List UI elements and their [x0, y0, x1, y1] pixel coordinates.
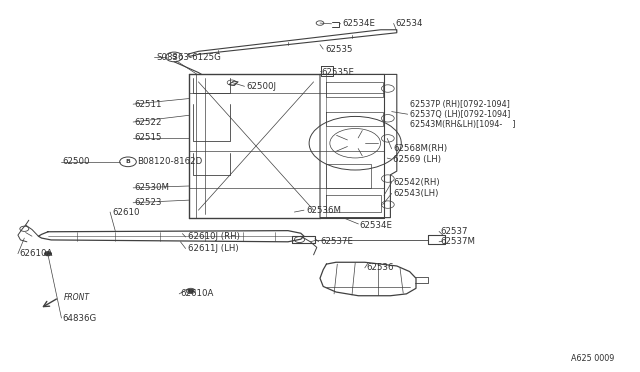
Text: 62535: 62535: [325, 45, 353, 54]
Text: FRONT: FRONT: [64, 293, 90, 302]
Text: 62536: 62536: [366, 263, 394, 272]
Text: 62610A: 62610A: [19, 249, 52, 258]
Text: 62534E: 62534E: [360, 221, 393, 230]
Text: A625 0009: A625 0009: [571, 355, 614, 363]
Text: S08363-6125G: S08363-6125G: [157, 53, 221, 62]
Text: 62543M(RH&LH)[1094-    ]: 62543M(RH&LH)[1094- ]: [410, 121, 515, 129]
Text: 62610: 62610: [112, 208, 140, 217]
Text: 62534: 62534: [396, 19, 423, 28]
Text: S: S: [172, 54, 177, 60]
Text: 62537E: 62537E: [320, 237, 353, 246]
Text: 62537: 62537: [440, 227, 468, 236]
Circle shape: [188, 289, 193, 292]
Text: 62537P (RH)[0792-1094]: 62537P (RH)[0792-1094]: [410, 100, 509, 109]
Text: 62537Q (LH)[0792-1094]: 62537Q (LH)[0792-1094]: [410, 110, 510, 119]
Circle shape: [45, 252, 51, 256]
Text: 62610A: 62610A: [180, 289, 214, 298]
Text: B: B: [125, 159, 131, 164]
Circle shape: [45, 252, 51, 256]
Text: 62611J (LH): 62611J (LH): [188, 244, 238, 253]
Text: 62569 (LH): 62569 (LH): [393, 155, 441, 164]
Text: 62500J: 62500J: [246, 82, 276, 91]
Text: B08120-8162D: B08120-8162D: [138, 157, 203, 166]
Text: 64836G: 64836G: [63, 314, 97, 323]
Text: 62500: 62500: [63, 157, 90, 166]
Text: 62537M: 62537M: [440, 237, 476, 246]
Text: 62542(RH): 62542(RH): [393, 178, 440, 187]
Text: 62522: 62522: [134, 118, 162, 126]
Text: 62536M: 62536M: [306, 206, 341, 215]
Text: 62523: 62523: [134, 198, 162, 207]
Text: 62543(LH): 62543(LH): [393, 189, 438, 198]
Text: 62568M(RH): 62568M(RH): [393, 144, 447, 153]
Text: 62535E: 62535E: [321, 68, 355, 77]
Text: 62530M: 62530M: [134, 183, 170, 192]
Text: 62534E: 62534E: [342, 19, 376, 28]
Text: 62515: 62515: [134, 133, 162, 142]
Text: 62511: 62511: [134, 100, 162, 109]
Text: 62610J (RH): 62610J (RH): [188, 232, 239, 241]
